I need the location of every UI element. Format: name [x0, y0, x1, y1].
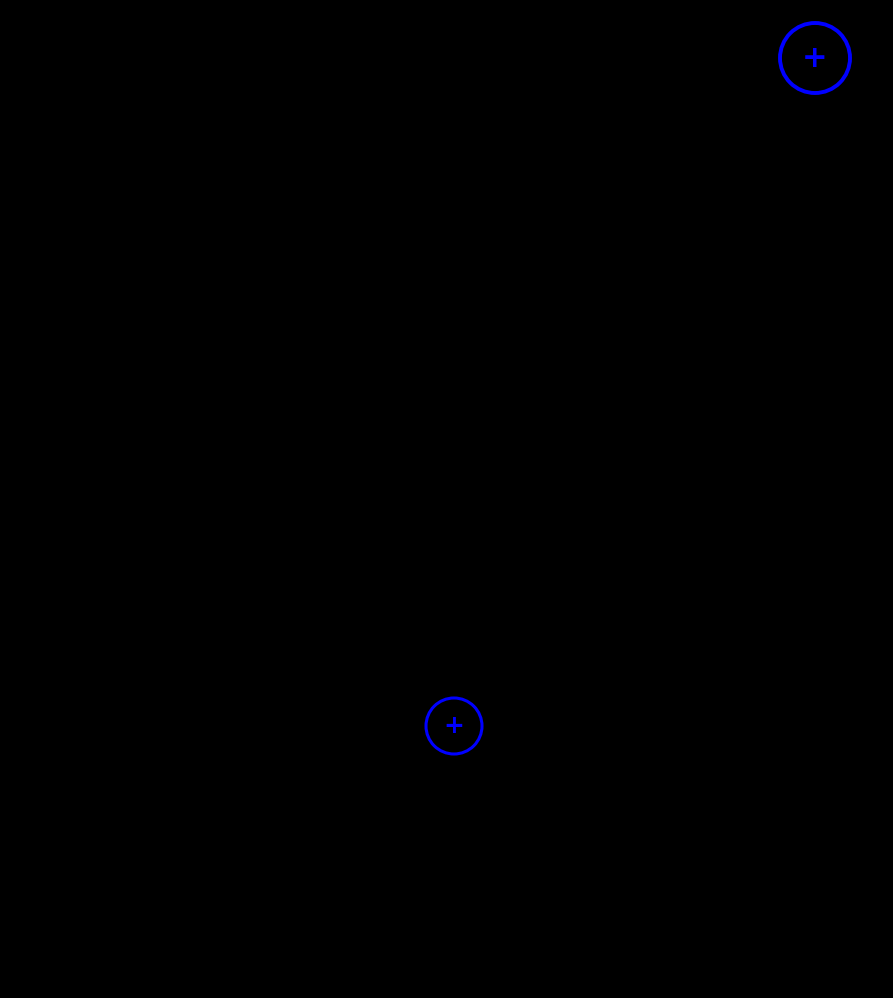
Text: +: +	[802, 44, 828, 73]
Text: +: +	[444, 714, 464, 738]
